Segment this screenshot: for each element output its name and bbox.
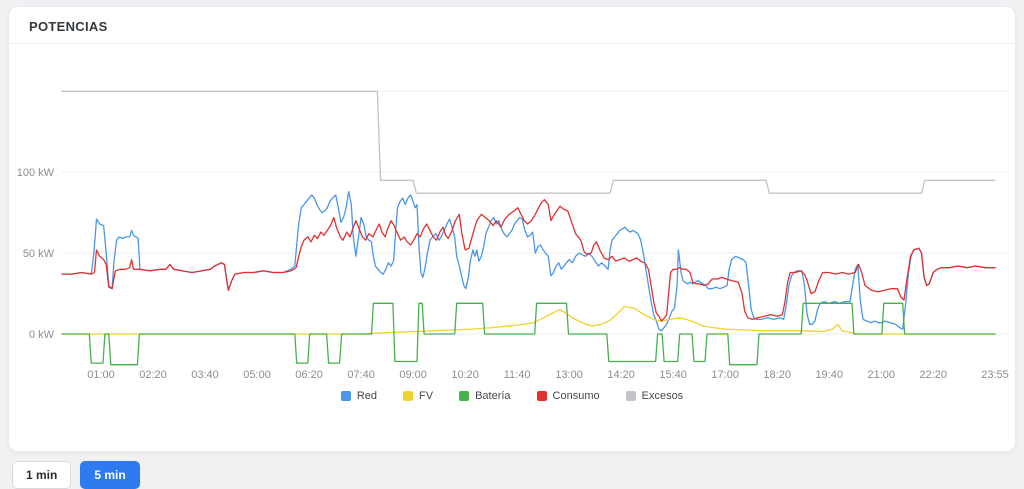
potencias-card: POTENCIAS 0 kW 50 kW 100 kW 01:00 02:20 03:40… <box>8 6 1016 452</box>
x-axis-tick-label: 19:40 <box>815 369 843 381</box>
x-axis-tick-label: 15:40 <box>659 369 687 381</box>
card-header: POTENCIAS <box>9 7 1015 44</box>
x-axis-tick-label: 14:20 <box>607 369 635 381</box>
x-axis-tick-label: 01:00 <box>87 369 115 381</box>
x-axis-tick-label: 05:00 <box>243 369 271 381</box>
y-axis-tick-label: 0 kW <box>29 329 55 341</box>
legend-swatch-red-icon <box>340 391 351 401</box>
x-axis-tick-label: 06:20 <box>295 369 323 381</box>
series-line-consumo <box>61 199 996 322</box>
legend-item-excesos[interactable]: Excesos <box>625 390 684 402</box>
interval-controls: 1 min 5 min <box>0 452 1024 489</box>
x-axis-tick-label: 02:20 <box>139 369 167 381</box>
legend-swatch-excesos-icon <box>625 391 636 401</box>
x-axis-tick-label: 21:00 <box>867 369 895 381</box>
x-axis-tick-label: 23:55 <box>981 369 1009 381</box>
chart-legend: Red FV Batería Consumo Excesos <box>9 388 1015 404</box>
y-axis-tick-label: 100 kW <box>17 167 55 179</box>
series-line-red <box>61 190 996 332</box>
legend-item-consumo[interactable]: Consumo <box>536 390 600 402</box>
x-axis-tick-label: 03:40 <box>191 369 219 381</box>
legend-item-red[interactable]: Red <box>340 390 377 402</box>
legend-label-bateria: Batería <box>475 390 511 402</box>
x-axis-tick-label: 07:40 <box>347 369 375 381</box>
legend-label-consumo: Consumo <box>552 390 600 402</box>
interval-5min-button[interactable]: 5 min <box>80 461 140 489</box>
potencias-line-chart[interactable]: 0 kW 50 kW 100 kW 01:00 02:20 03:40 05:00 06:20… <box>9 44 1015 388</box>
x-axis-tick-label: 22:20 <box>919 369 947 381</box>
x-axis-tick-label: 09:00 <box>399 369 427 381</box>
x-axis-tick-label: 13:00 <box>555 369 583 381</box>
series-line-fv <box>61 305 996 335</box>
legend-swatch-consumo-icon <box>536 391 547 401</box>
legend-swatch-fv-icon <box>403 391 413 401</box>
x-axis-tick-label: 18:20 <box>763 369 791 381</box>
x-axis-tick-label: 10:20 <box>451 369 479 381</box>
legend-item-bateria[interactable]: Batería <box>459 390 511 402</box>
series-line-excesos <box>61 90 996 194</box>
legend-label-red: Red <box>356 390 377 402</box>
interval-1min-button[interactable]: 1 min <box>12 461 72 489</box>
legend-label-excesos: Excesos <box>641 390 684 402</box>
legend-swatch-bateria-icon <box>459 391 470 401</box>
page-title: POTENCIAS <box>29 19 108 34</box>
x-axis-tick-label: 17:00 <box>711 369 739 381</box>
x-axis-tick-label: 11:40 <box>504 369 531 381</box>
legend-label-fv: FV <box>419 390 434 402</box>
series-line-batería <box>61 302 996 366</box>
y-axis-tick-label: 50 kW <box>23 248 55 260</box>
legend-item-fv[interactable]: FV <box>403 390 433 402</box>
